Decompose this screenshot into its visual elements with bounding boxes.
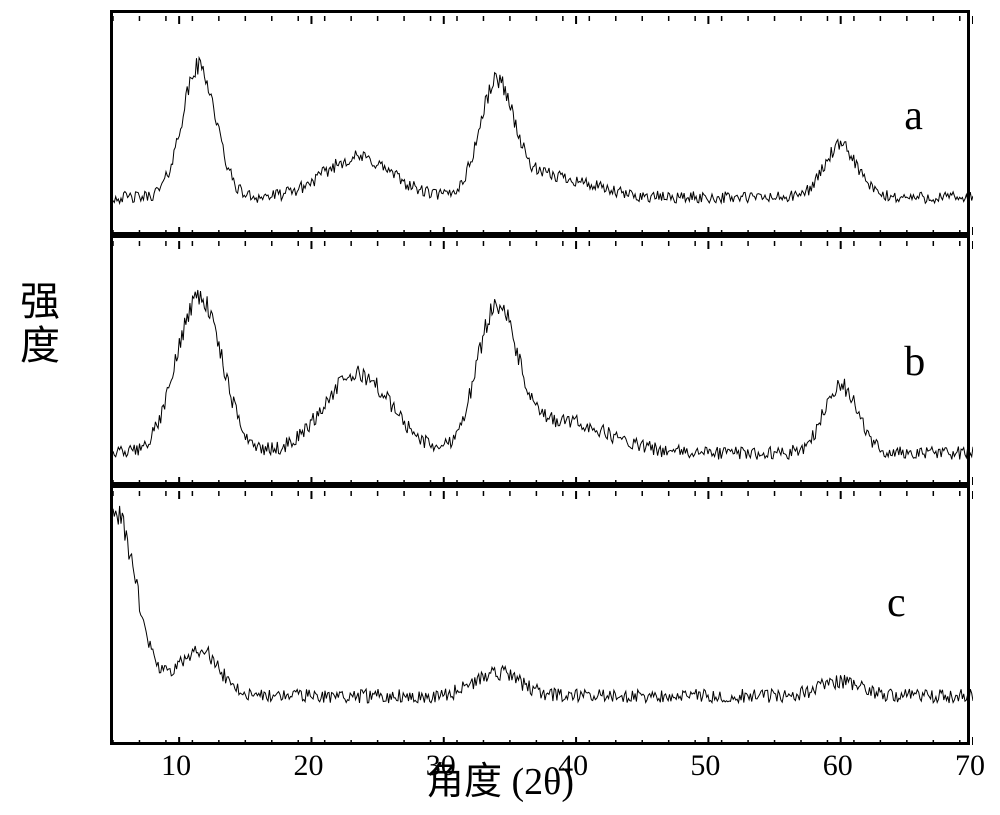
panel-c: c	[110, 485, 970, 745]
panel-label-a: a	[904, 92, 923, 140]
panel-a: a	[110, 10, 970, 235]
x-tick-label: 70	[955, 749, 985, 783]
plot-area: abc10203040506070	[110, 10, 970, 745]
x-tick-label: 60	[823, 749, 853, 783]
xrd-trace-a	[113, 13, 973, 238]
panel-label-c: c	[887, 579, 906, 627]
xrd-trace-c	[113, 488, 973, 748]
x-tick-label: 10	[161, 749, 191, 783]
x-tick-label: 50	[690, 749, 720, 783]
y-axis-label-char1: 强	[20, 280, 60, 324]
xrd-trace-b	[113, 238, 973, 488]
xrd-figure: 强 度 角度 (2θ) abc10203040506070	[0, 0, 1000, 815]
x-tick-label: 40	[558, 749, 588, 783]
y-axis-label-char2: 度	[20, 324, 60, 368]
y-axis-label: 强 度	[20, 280, 60, 368]
x-tick-label: 20	[293, 749, 323, 783]
panel-label-b: b	[904, 338, 925, 386]
panel-b: b	[110, 235, 970, 485]
x-tick-label: 30	[426, 749, 456, 783]
